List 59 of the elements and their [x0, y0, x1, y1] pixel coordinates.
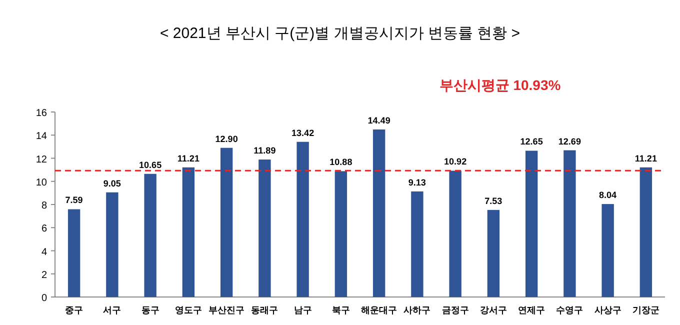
- y-tick-label: 0: [41, 293, 48, 304]
- y-tick-label: 14: [36, 131, 48, 142]
- data-label: 12.90: [215, 134, 238, 144]
- x-tick-label: 강서구: [480, 305, 507, 315]
- y-tick-label: 4: [41, 246, 48, 258]
- bar: [106, 192, 118, 297]
- x-tick-label: 동구: [141, 305, 160, 315]
- x-tick-label: 영도구: [174, 305, 202, 315]
- y-tick-label: 12: [36, 154, 48, 166]
- data-label: 11.21: [177, 153, 200, 164]
- x-tick-label: 남구: [294, 305, 312, 315]
- ref-line-label: 부산시평균 10.93%: [439, 77, 562, 93]
- data-label: 13.42: [292, 128, 314, 138]
- y-tick-label: 2: [41, 270, 48, 281]
- bar: [449, 170, 462, 297]
- x-tick-label: 동래구: [251, 305, 278, 315]
- data-label: 9.05: [103, 178, 121, 188]
- data-label: 14.49: [368, 115, 390, 126]
- bar: [602, 204, 614, 297]
- bar: [334, 171, 348, 297]
- y-tick-label: 16: [36, 108, 48, 119]
- data-label: 11.89: [254, 146, 276, 156]
- data-label: 10.65: [139, 160, 162, 170]
- x-tick-label: 중구: [65, 305, 84, 315]
- bar: [525, 150, 538, 297]
- bar: [411, 191, 424, 297]
- x-tick-label: 서구: [103, 305, 122, 315]
- chart-title: < 2021년 부산시 구(군)별 개별공시지가 변동률 현황 >: [160, 25, 520, 42]
- x-tick-label: 부산진구: [208, 305, 245, 315]
- y-tick-label: 10: [36, 177, 48, 188]
- x-tick-label: 금정구: [442, 305, 469, 315]
- bar: [258, 160, 271, 297]
- data-label: 10.92: [444, 156, 467, 167]
- bar: [182, 167, 195, 297]
- x-tick-label: 사하구: [404, 305, 431, 315]
- x-tick-label: 북구: [332, 305, 350, 315]
- bar: [564, 150, 576, 297]
- x-tick-label: 해운대구: [361, 305, 398, 315]
- bar: [296, 142, 309, 297]
- data-label: 7.53: [484, 196, 502, 206]
- x-tick-label: 수영구: [556, 305, 584, 315]
- bar: [487, 210, 500, 297]
- x-tick-label: 사상구: [594, 305, 622, 315]
- bar: [372, 129, 386, 297]
- x-tick-label: 연제구: [518, 305, 546, 315]
- x-tick-label: 기장군: [632, 305, 660, 315]
- bar: [640, 167, 652, 297]
- data-label: 7.59: [65, 195, 83, 206]
- data-label: 10.88: [330, 157, 352, 168]
- data-label: 11.21: [634, 153, 657, 164]
- y-tick-label: 6: [41, 224, 48, 235]
- bar: [220, 148, 233, 297]
- bar: [68, 209, 80, 297]
- data-label: 12.69: [558, 136, 581, 146]
- y-tick-label: 8: [41, 200, 48, 212]
- data-label: 8.04: [599, 190, 617, 200]
- bar: [144, 174, 156, 297]
- data-label: 9.13: [408, 177, 426, 188]
- data-label: 12.65: [520, 136, 543, 147]
